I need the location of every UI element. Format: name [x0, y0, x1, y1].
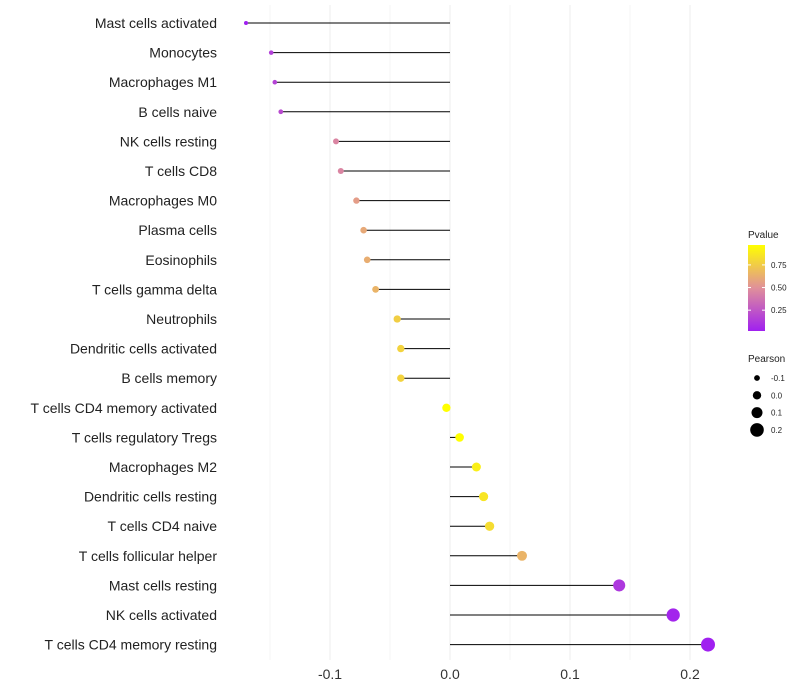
point-21	[701, 637, 715, 652]
category-label: T cells follicular helper	[79, 548, 218, 564]
size-legend-dot	[754, 375, 760, 381]
category-label: NK cells resting	[120, 133, 217, 149]
size-legend-dot	[751, 407, 763, 419]
pearson-legend-title: Pearson	[748, 354, 785, 365]
x-tick-label: 0.0	[440, 666, 460, 682]
size-legend-label: 0.2	[771, 426, 783, 435]
pvalue-legend-title: Pvalue	[748, 230, 779, 241]
category-label: B cells naive	[138, 104, 217, 120]
point-9	[372, 285, 380, 293]
size-legend-label: 0.0	[771, 391, 783, 400]
point-4	[333, 138, 339, 145]
category-label: T cells CD4 naive	[108, 518, 218, 534]
category-label: Plasma cells	[138, 222, 217, 238]
point-13	[442, 403, 451, 412]
size-legend-label: 0.1	[771, 409, 783, 418]
category-label: Monocytes	[149, 45, 217, 61]
point-0	[244, 21, 248, 25]
category-label: Macrophages M0	[109, 193, 217, 209]
point-11	[397, 344, 405, 353]
colorbar-tick-label: 0.25	[771, 306, 787, 315]
category-label: Neutrophils	[146, 311, 217, 327]
lollipop-stems	[246, 22, 708, 646]
lollipop-points	[244, 21, 715, 652]
point-8	[363, 256, 371, 264]
point-14	[455, 433, 464, 442]
category-label: Dendritic cells resting	[84, 489, 217, 505]
x-tick-label: -0.1	[318, 666, 342, 682]
category-label: T cells CD8	[145, 163, 217, 179]
point-18	[517, 550, 527, 561]
point-6	[353, 197, 360, 204]
category-label: Macrophages M1	[109, 74, 217, 90]
point-3	[278, 109, 284, 115]
colorbar-tick-label: 0.50	[771, 284, 787, 293]
pvalue-legend: Pvalue 0.75 0.50 0.25	[748, 230, 787, 331]
category-label: Macrophages M2	[109, 459, 217, 475]
category-label: T cells gamma delta	[92, 281, 217, 297]
category-labels: Mast cells activated Monocytes Macrophages…	[31, 15, 218, 653]
size-legend-label: -0.1	[771, 374, 785, 383]
point-19	[613, 579, 626, 592]
point-7	[360, 226, 367, 234]
category-label: Mast cells resting	[109, 577, 217, 593]
x-tick-label: 0.2	[680, 666, 700, 682]
category-label: NK cells activated	[106, 607, 217, 623]
point-16	[479, 492, 489, 502]
point-2	[272, 79, 278, 85]
category-label: Dendritic cells activated	[70, 341, 217, 357]
pvalue-colorbar	[748, 245, 765, 331]
grid-lines	[269, 5, 691, 660]
pearson-legend: Pearson -0.1 0.0 0.1 0.2	[748, 354, 785, 437]
point-15	[471, 462, 481, 472]
x-tick-label: 0.1	[560, 666, 580, 682]
category-label: B cells memory	[121, 370, 217, 386]
category-label: Mast cells activated	[95, 15, 217, 31]
category-label: T cells CD4 memory resting	[45, 637, 217, 653]
size-legend-dot	[752, 391, 762, 400]
size-legend-dot	[750, 423, 764, 437]
point-1	[268, 50, 274, 55]
point-10	[393, 315, 401, 323]
category-label: Eosinophils	[145, 252, 217, 268]
category-label: T cells CD4 memory activated	[31, 400, 217, 416]
x-axis-tick-labels: -0.1 0.0 0.1 0.2	[318, 666, 700, 682]
point-5	[337, 167, 344, 175]
point-12	[397, 374, 405, 382]
point-20	[666, 608, 680, 622]
colorbar-tick-label: 0.75	[771, 261, 787, 270]
category-label: T cells regulatory Tregs	[72, 429, 217, 445]
point-17	[484, 521, 495, 531]
